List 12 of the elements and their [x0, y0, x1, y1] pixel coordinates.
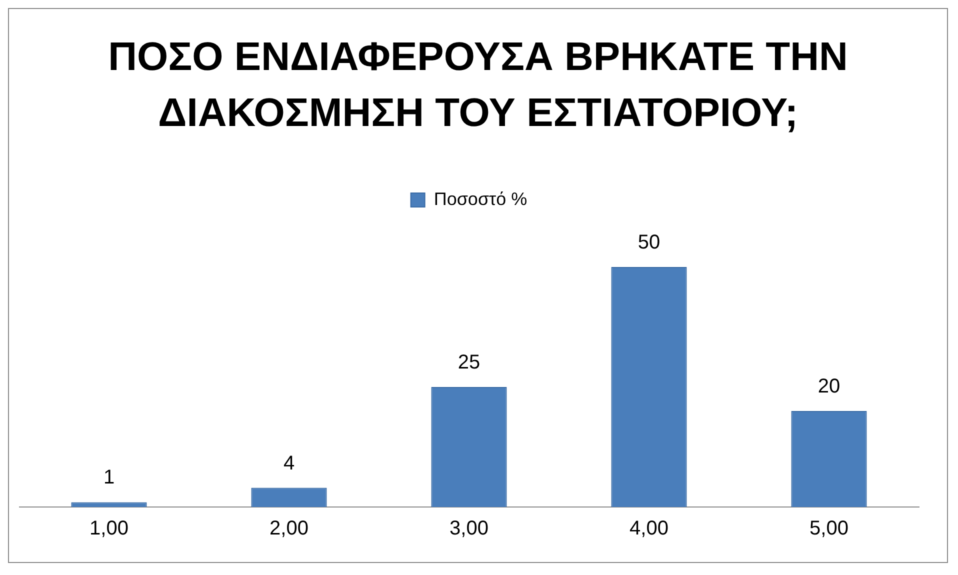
data-label: 20 — [818, 376, 840, 398]
data-label: 50 — [638, 232, 660, 254]
x-tick-label: 4,00 — [630, 518, 668, 540]
x-tick-label: 2,00 — [270, 518, 308, 540]
chart-title: ΠΟΣΟ ΕΝΔΙΑΦΕΡΟΥΣΑ ΒΡΗΚΑΤΕ ΤΗΝ ΔΙΑΚΟΣΜΗΣΗ ΤΟΥ ΕΣΤΙΑΤΟΡΙΟΥ; — [107, 34, 849, 137]
x-tick-label: 5,00 — [810, 518, 848, 540]
data-label: 25 — [458, 352, 480, 374]
x-tick-label: 1,00 — [90, 518, 128, 540]
x-tick-label: 3,00 — [450, 518, 488, 540]
data-label: 4 — [283, 452, 295, 474]
legend-label: Ποσοστό % — [434, 188, 528, 209]
data-label: 1 — [103, 466, 115, 489]
